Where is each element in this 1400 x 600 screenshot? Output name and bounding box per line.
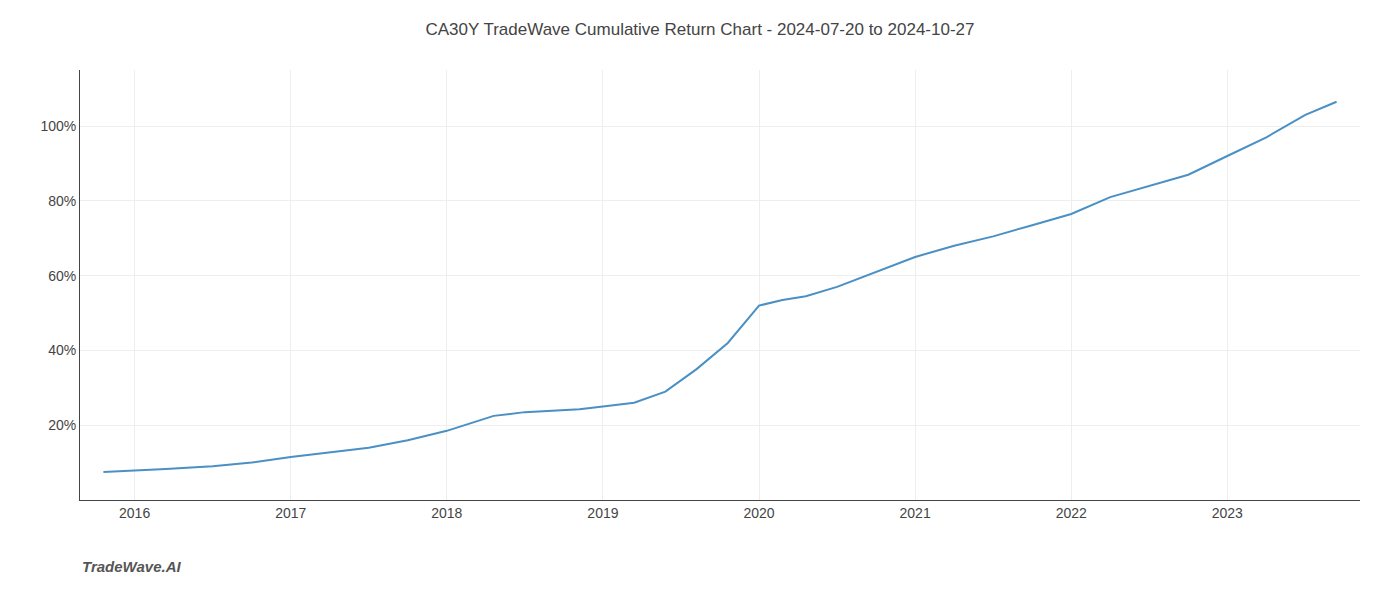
- svg-text:TradeWave.AI: TradeWave.AI: [82, 558, 181, 575]
- svg-text:80%: 80%: [48, 193, 76, 209]
- svg-text:2016: 2016: [119, 505, 150, 521]
- svg-text:CA30Y TradeWave Cumulative Ret: CA30Y TradeWave Cumulative Return Chart …: [425, 20, 974, 39]
- svg-text:60%: 60%: [48, 268, 76, 284]
- svg-text:2021: 2021: [900, 505, 931, 521]
- svg-text:2019: 2019: [587, 505, 618, 521]
- svg-text:40%: 40%: [48, 342, 76, 358]
- svg-text:2023: 2023: [1212, 505, 1243, 521]
- svg-text:2022: 2022: [1056, 505, 1087, 521]
- svg-text:2020: 2020: [743, 505, 774, 521]
- svg-text:20%: 20%: [48, 417, 76, 433]
- svg-text:2018: 2018: [431, 505, 462, 521]
- svg-text:100%: 100%: [40, 118, 76, 134]
- svg-text:2017: 2017: [275, 505, 306, 521]
